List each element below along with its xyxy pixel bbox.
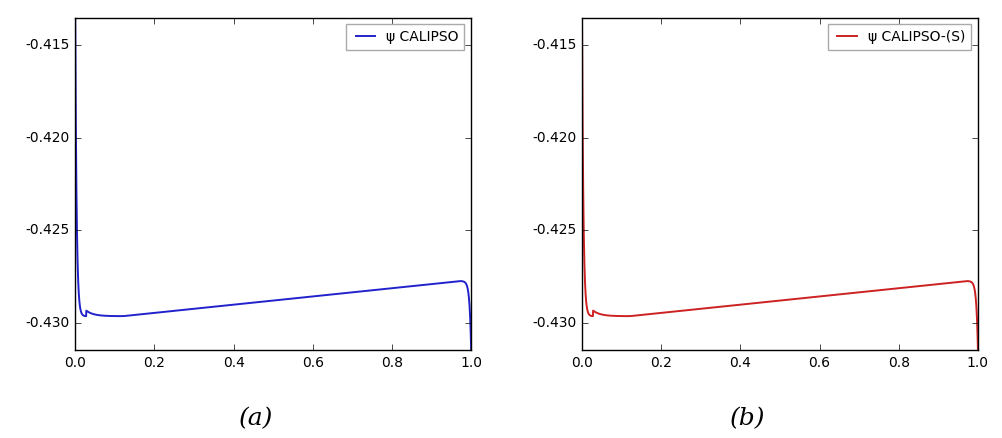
ψ CALIPSO-(S) <box>575 15 587 20</box>
ψ CALIPSO-(S) <box>960 279 972 284</box>
ψ CALIPSO-(S) <box>768 298 780 304</box>
Legend: ψ CALIPSO-(S): ψ CALIPSO-(S) <box>827 25 970 49</box>
ψ CALIPSO-(S) <box>971 347 983 352</box>
Text: (a): (a) <box>238 407 273 430</box>
Line: ψ CALIPSO-(S): ψ CALIPSO-(S) <box>581 18 977 350</box>
ψ CALIPSO <box>250 300 263 305</box>
Legend: ψ CALIPSO: ψ CALIPSO <box>346 25 464 49</box>
ψ CALIPSO <box>465 347 477 352</box>
ψ CALIPSO-(S) <box>959 279 971 284</box>
ψ CALIPSO <box>89 312 101 317</box>
ψ CALIPSO <box>381 286 393 291</box>
Text: (b): (b) <box>728 407 765 430</box>
ψ CALIPSO <box>69 15 81 20</box>
ψ CALIPSO <box>262 298 274 304</box>
ψ CALIPSO-(S) <box>595 312 607 317</box>
ψ CALIPSO <box>453 279 465 284</box>
Line: ψ CALIPSO: ψ CALIPSO <box>75 18 471 350</box>
ψ CALIPSO <box>453 279 465 284</box>
ψ CALIPSO-(S) <box>887 286 899 291</box>
ψ CALIPSO-(S) <box>758 300 770 305</box>
